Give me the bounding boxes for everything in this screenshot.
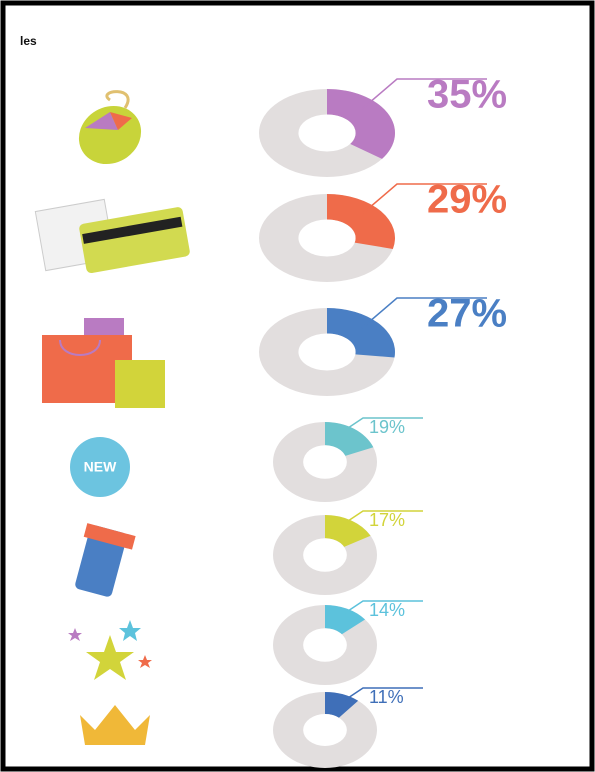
value-label: 29% — [427, 178, 507, 222]
stars-icon — [68, 620, 152, 680]
donut-slice — [325, 692, 359, 718]
mouse-icon — [78, 90, 142, 165]
value-label: 19% — [369, 417, 405, 437]
crown-icon — [80, 705, 150, 745]
donut-slice — [327, 194, 395, 249]
value-label: 35% — [427, 73, 507, 117]
value-label: 14% — [369, 600, 405, 620]
value-label: 27% — [427, 292, 507, 336]
svg-text:NEW: NEW — [84, 459, 117, 475]
donut-slice — [325, 515, 371, 547]
donut-slice — [325, 422, 374, 456]
donut-slice — [325, 605, 366, 635]
value-label: 11% — [369, 687, 404, 707]
donut-hole — [303, 628, 347, 662]
donut-hole — [303, 714, 347, 746]
card-icon — [34, 198, 190, 274]
bags-icon — [42, 318, 165, 408]
leader-line — [361, 297, 487, 329]
donut-hole — [303, 538, 347, 572]
leader-line — [344, 417, 423, 431]
leader-line — [344, 600, 423, 614]
value-label: 17% — [369, 510, 405, 530]
title: les — [20, 34, 37, 48]
leader-line — [344, 510, 423, 524]
leader-line — [344, 687, 423, 701]
donut-hole — [298, 219, 356, 257]
donut-hole — [298, 114, 356, 152]
donut-slice — [327, 89, 395, 159]
donut-hole — [298, 333, 356, 371]
leader-line — [361, 183, 487, 215]
donut-slice — [327, 308, 396, 358]
leader-line — [361, 78, 487, 110]
new-badge-icon: NEW — [70, 437, 130, 497]
phone-icon — [75, 523, 136, 597]
donut-hole — [303, 445, 347, 479]
